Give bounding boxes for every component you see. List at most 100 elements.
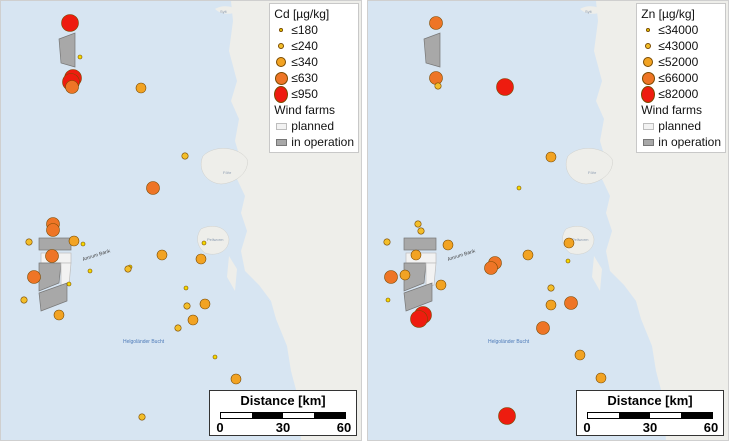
legend-windfarm-label: in operation bbox=[291, 135, 354, 149]
sample-marker bbox=[547, 284, 555, 292]
sample-marker bbox=[181, 152, 189, 160]
island-foehr bbox=[200, 148, 248, 185]
legend-windfarm-label: in operation bbox=[658, 135, 721, 149]
sample-marker bbox=[516, 185, 522, 191]
legend-class-2: ≤240 bbox=[274, 38, 354, 54]
sample-marker bbox=[434, 82, 442, 90]
legend-class-5: ≤950 bbox=[274, 85, 354, 103]
sample-marker bbox=[27, 270, 41, 284]
sample-marker bbox=[563, 237, 575, 249]
windfarm-planned bbox=[425, 262, 437, 288]
sample-marker bbox=[53, 309, 65, 321]
legend-windfarm-planned: planned bbox=[641, 118, 721, 134]
legend-windfarm-title: Wind farms bbox=[641, 103, 702, 117]
legend-class-4: ≤66000 bbox=[641, 70, 721, 86]
legend-class-label: ≤180 bbox=[291, 23, 318, 37]
sample-marker bbox=[87, 268, 93, 274]
sample-marker bbox=[138, 413, 146, 421]
legend-class-label: ≤82000 bbox=[658, 87, 699, 101]
legend-windfarm-title: Wind farms bbox=[274, 103, 335, 117]
sample-marker bbox=[399, 269, 411, 281]
sample-marker bbox=[484, 261, 498, 275]
sample-marker bbox=[564, 296, 578, 310]
sample-marker bbox=[183, 285, 189, 291]
sample-marker bbox=[383, 238, 391, 246]
scalebar-bars bbox=[587, 412, 713, 419]
sample-marker bbox=[442, 239, 454, 251]
scalebar-tick: 0 bbox=[216, 420, 224, 435]
legend-windfarm-planned: planned bbox=[274, 118, 354, 134]
sample-marker bbox=[429, 71, 443, 85]
legend-class-5: ≤82000 bbox=[641, 85, 721, 103]
scalebar: Distance [km] 0 30 60 bbox=[576, 390, 724, 436]
legend-title: Zn [µg/kg] bbox=[641, 7, 695, 21]
sample-marker bbox=[80, 241, 86, 247]
sample-marker bbox=[199, 298, 211, 310]
scalebar-title: Distance [km] bbox=[240, 393, 326, 408]
sample-marker bbox=[187, 314, 199, 326]
sample-marker bbox=[135, 82, 147, 94]
legend-class-label: ≤630 bbox=[291, 71, 318, 85]
island-sylt-tip bbox=[215, 6, 237, 14]
sample-marker bbox=[201, 240, 207, 246]
sample-marker bbox=[68, 235, 80, 247]
windfarm-in-operation bbox=[403, 282, 433, 312]
sample-marker bbox=[410, 310, 428, 328]
legend-marker bbox=[279, 28, 284, 32]
peninsula bbox=[592, 256, 602, 291]
planned-farm-swatch bbox=[275, 122, 287, 130]
sample-marker bbox=[429, 16, 443, 30]
legend-class-label: ≤950 bbox=[291, 87, 318, 101]
legend-class-label: ≤66000 bbox=[658, 71, 699, 85]
legend-class-2: ≤43000 bbox=[641, 38, 721, 54]
peninsula bbox=[227, 256, 237, 291]
sample-marker bbox=[146, 181, 160, 195]
place-label: Pellworm bbox=[207, 237, 224, 242]
sample-marker bbox=[195, 253, 207, 265]
windfarm-in-operation bbox=[423, 32, 441, 68]
sample-marker bbox=[174, 324, 182, 332]
sample-marker bbox=[65, 80, 79, 94]
bight-label: Helgoländer Bucht bbox=[488, 339, 530, 345]
legend-marker bbox=[645, 42, 652, 50]
windfarm-in-operation bbox=[38, 237, 72, 251]
legend-class-1: ≤34000 bbox=[641, 22, 721, 38]
windfarm-in-operation bbox=[58, 32, 76, 68]
scalebar-bars bbox=[220, 412, 346, 419]
sample-marker bbox=[230, 373, 242, 385]
sample-marker bbox=[156, 249, 168, 261]
legend-marker bbox=[646, 28, 651, 32]
cd-legend: Cd [µg/kg] ≤180 ≤240 ≤340 ≤630 ≤950 Wind… bbox=[269, 3, 359, 153]
place-label: Föhr bbox=[223, 170, 232, 175]
island-foehr bbox=[565, 148, 613, 185]
operating-farm-swatch bbox=[275, 138, 287, 146]
legend-marker bbox=[274, 71, 288, 85]
cd-sample-markers bbox=[20, 14, 242, 421]
legend-title: Cd [µg/kg] bbox=[274, 7, 330, 21]
legend-class-label: ≤34000 bbox=[658, 23, 699, 37]
sample-marker bbox=[435, 279, 447, 291]
scalebar-tick: 60 bbox=[336, 420, 352, 435]
sample-marker bbox=[410, 249, 422, 261]
legend-marker bbox=[641, 85, 656, 103]
place-label: Pellworm bbox=[572, 237, 589, 242]
scalebar-tick: 60 bbox=[703, 420, 719, 435]
legend-class-3: ≤340 bbox=[274, 54, 354, 70]
legend-class-label: ≤52000 bbox=[658, 55, 699, 69]
sample-marker bbox=[45, 249, 59, 263]
sample-marker bbox=[545, 299, 557, 311]
scalebar-title: Distance [km] bbox=[607, 393, 693, 408]
sample-marker bbox=[545, 151, 557, 163]
sample-marker bbox=[46, 223, 60, 237]
legend-marker bbox=[641, 71, 655, 85]
sample-marker bbox=[385, 297, 391, 303]
sample-marker bbox=[25, 238, 33, 246]
zn-map-panel: Sylt Föhr Pellworm Amrum Bank Helgolände… bbox=[367, 0, 729, 441]
scalebar: Distance [km] 0 30 60 bbox=[209, 390, 357, 436]
sample-marker bbox=[498, 407, 516, 425]
sample-marker bbox=[574, 349, 586, 361]
legend-class-3: ≤52000 bbox=[641, 54, 721, 70]
sample-marker bbox=[61, 14, 79, 32]
planned-farm-swatch bbox=[642, 122, 654, 130]
legend-windfarm-operation: in operation bbox=[641, 134, 721, 150]
